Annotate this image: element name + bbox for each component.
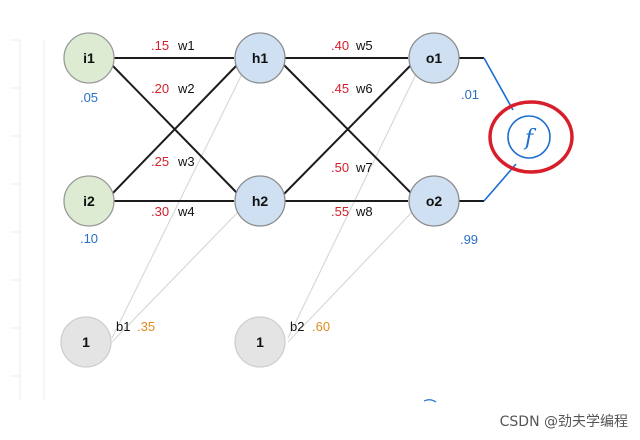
bias-value-b1: .35 <box>137 319 155 334</box>
node-b2-label: 1 <box>256 334 264 350</box>
bias-name-b1: b1 <box>116 319 130 334</box>
edge-b1-h2 <box>111 209 241 343</box>
edge-o2-activation <box>483 163 517 202</box>
weight-value-w2: .20 <box>151 81 169 96</box>
weight-edges <box>110 57 484 202</box>
bias-name-b2: b2 <box>290 319 304 334</box>
weight-value-w8: .55 <box>331 204 349 219</box>
node-i2: i2 <box>63 175 115 227</box>
weight-name-w8: w8 <box>355 204 373 219</box>
weight-value-w5: .40 <box>331 38 349 53</box>
node-h1: h1 <box>234 32 286 84</box>
edge-i1-h2 <box>110 63 238 194</box>
node-o2-label: o2 <box>426 193 443 209</box>
edge-b1-h1 <box>111 69 245 339</box>
edge-h1-o2 <box>282 63 412 194</box>
node-o1: o1 <box>408 32 460 84</box>
edge-i2-h1 <box>110 64 238 196</box>
target-value-o2: .99 <box>460 232 478 247</box>
background-grid <box>10 39 45 400</box>
input-value-i1: .05 <box>80 90 98 105</box>
input-value-i2: .10 <box>80 231 98 246</box>
node-i1-label: i1 <box>83 50 95 66</box>
node-b1: 1 <box>60 316 112 368</box>
weight-name-w7: w7 <box>355 160 373 175</box>
watermark: CSDN @劲夫学编程 <box>500 414 628 430</box>
node-h1-label: h1 <box>252 50 269 66</box>
weight-name-w5: w5 <box>355 38 373 53</box>
trail-mark <box>423 399 437 403</box>
node-o2: o2 <box>408 175 460 227</box>
edge-h2-o1 <box>282 64 412 196</box>
edge-b2-o2 <box>287 209 415 343</box>
activation-node: f <box>507 115 551 159</box>
bias-edges <box>111 69 419 343</box>
weight-value-w3: .25 <box>151 154 169 169</box>
weight-value-w1: .15 <box>151 38 169 53</box>
weight-value-w6: .45 <box>331 81 349 96</box>
node-h2-label: h2 <box>252 193 269 209</box>
weight-name-w4: w4 <box>177 204 195 219</box>
activation-edges <box>423 57 517 403</box>
edge-o1-activation <box>483 57 514 111</box>
node-b1-label: 1 <box>82 334 90 350</box>
node-o1-label: o1 <box>426 50 443 66</box>
weight-name-w3: w3 <box>177 154 195 169</box>
weight-value-w4: .30 <box>151 204 169 219</box>
node-i1: i1 <box>63 32 115 84</box>
node-i2-label: i2 <box>83 193 95 209</box>
edge-b2-o1 <box>287 69 419 339</box>
weight-name-w2: w2 <box>177 81 195 96</box>
weight-value-w7: .50 <box>331 160 349 175</box>
target-value-o1: .01 <box>461 87 479 102</box>
bias-value-b2: .60 <box>312 319 330 334</box>
node-b2: 1 <box>234 316 286 368</box>
node-h2: h2 <box>234 175 286 227</box>
highlight-circle <box>488 100 574 174</box>
weight-name-w6: w6 <box>355 81 373 96</box>
weight-name-w1: w1 <box>177 38 195 53</box>
